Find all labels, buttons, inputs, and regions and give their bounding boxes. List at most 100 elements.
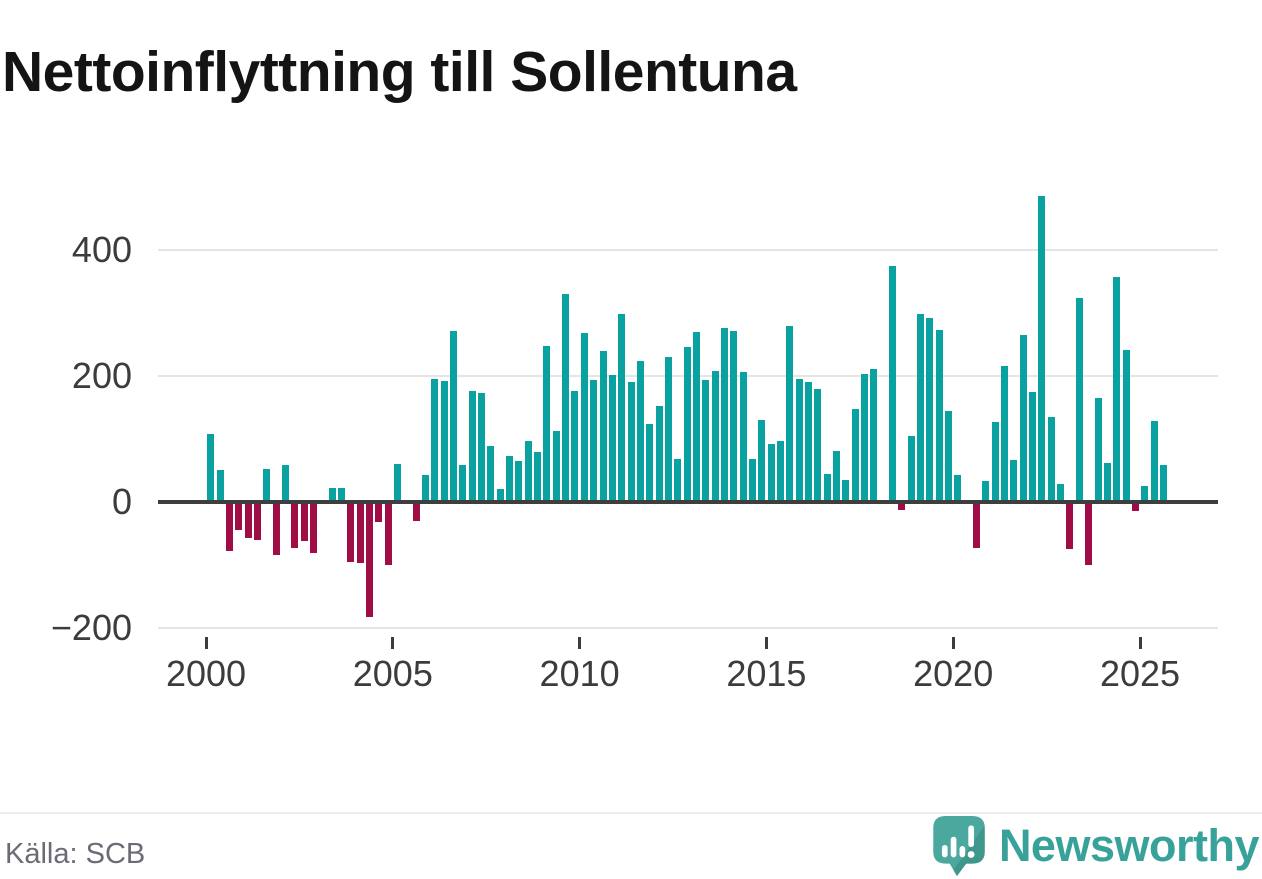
- bar-2016Q4: [833, 451, 840, 502]
- bar-2005Q1: [394, 463, 401, 502]
- bar-2017Q1: [842, 480, 850, 502]
- bar-2006Q2: [440, 380, 448, 502]
- bar-2021Q4: [1019, 335, 1027, 502]
- bar-2004Q2: [365, 501, 373, 617]
- bar-2022Q1: [1029, 392, 1037, 502]
- gridline: [158, 626, 1218, 629]
- x-tick: [391, 637, 395, 649]
- bar-2023Q2: [1075, 297, 1083, 502]
- bar-2007Q2: [478, 392, 485, 502]
- bar-2013Q4: [720, 328, 728, 502]
- bar-2017Q3: [861, 373, 868, 502]
- x-tick: [578, 637, 582, 649]
- bar-2012Q1: [655, 405, 663, 502]
- bar-2011Q2: [627, 382, 635, 502]
- bar-2006Q3: [450, 331, 457, 502]
- bar-2009Q1: [543, 346, 551, 502]
- bar-2005Q4: [422, 475, 429, 502]
- bar-2016Q3: [823, 474, 831, 502]
- bar-2024Q3: [1122, 349, 1130, 502]
- newsworthy-chart-bubble-icon: [933, 816, 985, 876]
- bar-2008Q4: [534, 451, 542, 502]
- bar-2000Q2: [216, 469, 224, 502]
- bar-2006Q1: [431, 378, 439, 502]
- bar-2018Q2: [889, 266, 896, 502]
- bar-2023Q4: [1094, 398, 1102, 502]
- bar-2010Q1: [580, 332, 588, 502]
- bar-2025Q2: [1150, 421, 1158, 502]
- bar-2013Q2: [702, 380, 710, 502]
- bar-2016Q1: [804, 382, 812, 502]
- bar-2012Q4: [683, 346, 691, 502]
- bar-2009Q3: [562, 293, 570, 502]
- bar-2007Q1: [468, 390, 476, 502]
- bar-2019Q1: [917, 314, 924, 502]
- footer-divider: [0, 812, 1262, 814]
- bar-2002Q2: [291, 501, 299, 549]
- bar-2008Q1: [506, 456, 514, 502]
- bar-2004Q3: [375, 501, 383, 522]
- bar-2009Q4: [571, 390, 579, 502]
- bar-2003Q4: [347, 501, 355, 562]
- bar-2021Q3: [1010, 460, 1018, 502]
- bar-2000Q1: [207, 434, 215, 502]
- y-tick-label: 400: [71, 228, 132, 270]
- bar-2011Q1: [618, 314, 626, 502]
- y-tick-label: 0: [111, 480, 132, 522]
- x-tick-label: 2015: [726, 653, 807, 694]
- bar-2018Q4: [907, 435, 915, 502]
- bar-2006Q4: [459, 465, 467, 502]
- bar-2010Q4: [608, 375, 616, 502]
- bar-2019Q2: [926, 317, 934, 502]
- bar-2025Q3: [1159, 465, 1167, 502]
- bar-2017Q2: [851, 409, 859, 502]
- bar-2016Q2: [814, 388, 822, 502]
- bar-2010Q2: [590, 380, 598, 502]
- bar-2000Q3: [225, 501, 233, 551]
- bar-2019Q3: [935, 330, 943, 502]
- bar-2011Q4: [646, 423, 654, 502]
- bar-2003Q2: [328, 487, 336, 502]
- bar-2012Q3: [674, 458, 682, 502]
- bar-2015Q1: [767, 443, 775, 502]
- bar-2023Q1: [1066, 501, 1074, 549]
- gridline: [158, 248, 1218, 251]
- x-tick: [764, 637, 768, 649]
- bar-2024Q4: [1131, 501, 1139, 512]
- bar-2009Q2: [552, 431, 560, 502]
- bar-2003Q3: [337, 487, 345, 502]
- bar-2014Q4: [758, 419, 766, 502]
- bar-2020Q1: [954, 475, 962, 502]
- bar-2001Q3: [263, 468, 271, 502]
- bar-2001Q2: [253, 501, 261, 541]
- x-tick-label: 2025: [1099, 653, 1181, 694]
- bar-2015Q3: [786, 325, 794, 502]
- x-tick: [1138, 637, 1142, 649]
- bar-2021Q1: [991, 422, 999, 502]
- x-tick: [951, 637, 955, 649]
- bar-2020Q3: [973, 501, 980, 549]
- x-tick: [204, 637, 208, 649]
- bar-2022Q3: [1047, 416, 1055, 502]
- bar-2015Q4: [795, 378, 803, 502]
- bar-2022Q4: [1057, 484, 1065, 502]
- bar-2013Q1: [692, 331, 700, 502]
- bar-2005Q3: [412, 501, 420, 521]
- bar-2002Q4: [309, 501, 317, 554]
- y-tick-label: −200: [50, 606, 132, 648]
- newsworthy-logo: Newsworthy: [932, 813, 1260, 879]
- bar-2000Q4: [235, 501, 243, 531]
- bar-2001Q4: [272, 501, 280, 555]
- bar-2015Q2: [776, 440, 784, 502]
- bar-2002Q3: [300, 501, 308, 542]
- y-tick-label: 200: [71, 354, 132, 396]
- x-tick-label: 2020: [913, 653, 994, 694]
- bar-2008Q3: [524, 441, 532, 502]
- bar-2007Q3: [487, 446, 495, 502]
- bar-2012Q2: [664, 356, 672, 502]
- bar-2023Q3: [1085, 501, 1093, 565]
- x-tick-label: 2005: [352, 653, 433, 694]
- bar-2024Q1: [1103, 462, 1111, 502]
- x-tick-label: 2000: [165, 653, 247, 694]
- source-caption: Källa: SCB: [5, 838, 146, 870]
